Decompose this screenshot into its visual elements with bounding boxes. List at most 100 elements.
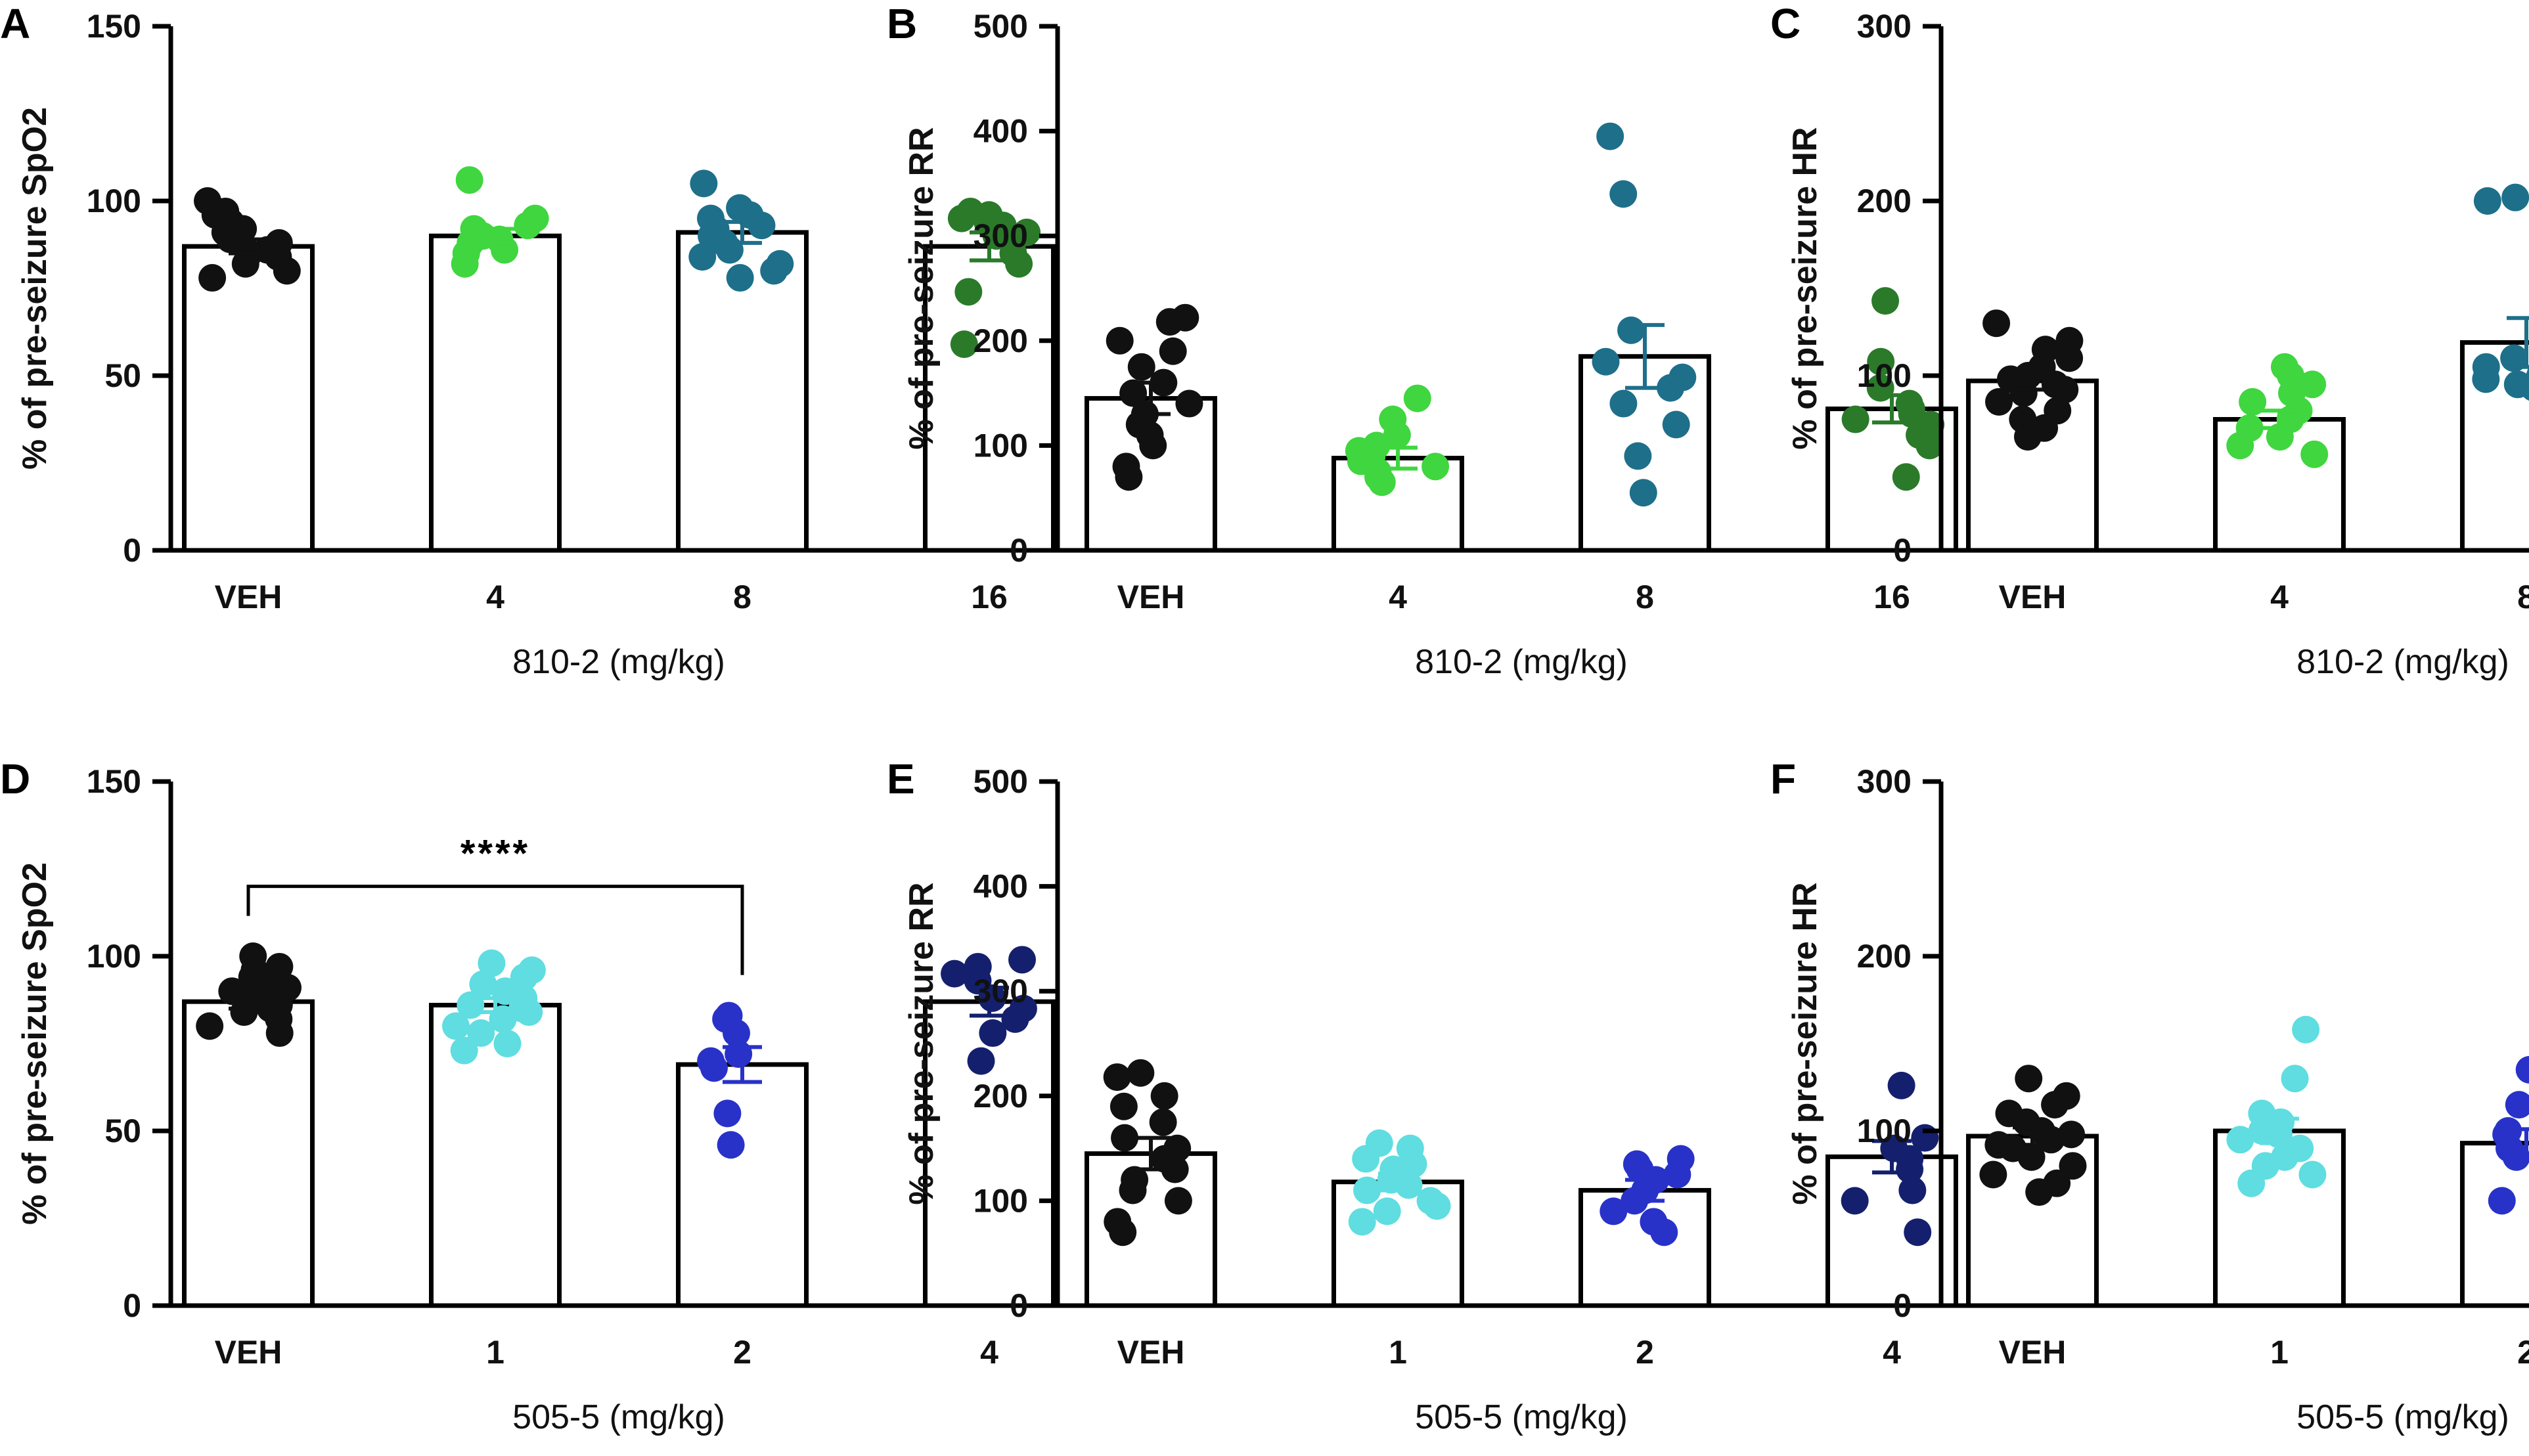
- data-point: [2472, 365, 2500, 393]
- data-point: [1421, 452, 1450, 481]
- y-tick-label: 100: [1857, 1113, 1912, 1149]
- data-point: [1871, 287, 1900, 315]
- data-point: [2059, 1152, 2087, 1180]
- data-point: [1161, 1155, 1189, 1183]
- data-point: [273, 257, 301, 285]
- y-tick-label: 400: [974, 113, 1028, 150]
- data-point: [950, 330, 978, 359]
- data-point: [2055, 344, 2084, 372]
- panel-letter: E: [887, 755, 915, 803]
- data-point: [1109, 1092, 1138, 1120]
- data-point: [1915, 431, 1944, 460]
- category-label: VEH: [1117, 579, 1185, 615]
- category-label: 4: [486, 579, 504, 615]
- y-tick-label: 0: [1010, 1287, 1028, 1324]
- category-label: 16: [971, 579, 1008, 615]
- data-point: [954, 278, 983, 306]
- data-point: [1841, 1187, 1869, 1215]
- y-tick-label: 150: [87, 763, 141, 800]
- data-point: [514, 211, 542, 240]
- data-point: [978, 984, 1006, 1012]
- data-point: [515, 998, 543, 1026]
- x-axis-title: 810-2 (mg/kg): [2296, 643, 2509, 681]
- data-point: [1150, 1082, 1178, 1110]
- y-tick-label: 0: [1893, 532, 1912, 569]
- y-tick-label: 0: [1010, 532, 1028, 569]
- y-tick-label: 200: [1857, 938, 1912, 975]
- bar-16: [923, 244, 1056, 553]
- panel-letter: D: [0, 755, 30, 803]
- y-tick-label: 100: [87, 938, 141, 975]
- y-tick-label: 0: [123, 532, 141, 569]
- data-point: [218, 977, 246, 1005]
- data-point: [2015, 1065, 2043, 1093]
- significance-label: ****: [460, 833, 530, 875]
- data-point: [2017, 1143, 2046, 1171]
- bar-veh: [182, 999, 315, 1308]
- data-point: [1892, 463, 1920, 491]
- y-tick-label: 0: [123, 1287, 141, 1324]
- panel-letter: B: [887, 0, 917, 47]
- y-tick-label: 100: [87, 183, 141, 219]
- panel-letter: A: [0, 0, 30, 47]
- data-point: [2300, 440, 2329, 468]
- data-point: [1904, 1218, 1932, 1246]
- category-label: 4: [2270, 579, 2289, 615]
- x-axis-title: 505-5 (mg/kg): [2296, 1398, 2509, 1436]
- category-label: VEH: [1117, 1334, 1185, 1371]
- category-label: 4: [980, 1334, 998, 1371]
- bar-2: [676, 1062, 809, 1308]
- data-point: [1383, 421, 1411, 449]
- data-point: [1348, 1208, 1376, 1236]
- y-axis-title: % of pre-seizure SpO2: [16, 862, 54, 1225]
- data-point: [717, 1131, 745, 1159]
- data-point: [2237, 1169, 2266, 1197]
- data-point: [1005, 250, 1033, 278]
- panel-e: E 0 100 200 300 400 500 % of pre-seizure RR VEH 1…: [887, 755, 1981, 1436]
- data-point: [723, 1019, 751, 1048]
- data-point: [1617, 316, 1645, 344]
- data-point: [2505, 1091, 2529, 1119]
- data-point: [1008, 946, 1037, 974]
- data-point: [1127, 1059, 1155, 1087]
- panel-b: B 0 100 200 300 400 500 % of pre-seizure RR VEH 4…: [887, 0, 1981, 681]
- y-tick-label: 50: [104, 357, 141, 394]
- data-point: [493, 1030, 522, 1057]
- bar-1: [2213, 1128, 2346, 1308]
- data-point: [2292, 1015, 2320, 1044]
- y-axis-title: % of pre-seizure HR: [1786, 127, 1824, 449]
- category-label: 2: [733, 1334, 751, 1371]
- y-tick-label: 50: [104, 1113, 141, 1149]
- data-point: [1624, 442, 1652, 470]
- y-tick-label: 300: [1857, 8, 1912, 45]
- y-tick-label: 100: [974, 427, 1028, 464]
- bar-veh: [182, 244, 315, 553]
- data-point: [1119, 379, 1148, 407]
- data-point: [947, 204, 975, 232]
- data-point: [265, 1019, 294, 1048]
- data-point: [1175, 389, 1203, 418]
- data-point: [1155, 308, 1184, 336]
- data-point: [2239, 387, 2267, 416]
- panel-f: F 0 100 200 300 % of pre-seizure HR VEH 1 2 4 505-…: [1770, 755, 2529, 1436]
- data-point: [2473, 187, 2501, 215]
- x-axis-title: 505-5 (mg/kg): [512, 1398, 725, 1436]
- y-tick-label: 0: [1893, 1287, 1912, 1324]
- data-point: [2051, 376, 2079, 404]
- panel-d: D 0 50 100 150 % of pre-seizure SpO2 VEH 1 2 4 505…: [0, 755, 1078, 1436]
- y-tick-label: 500: [974, 8, 1028, 45]
- data-point: [1629, 479, 1657, 507]
- data-point: [1103, 1063, 1131, 1092]
- data-point: [726, 264, 754, 292]
- panel-letter: F: [1770, 755, 1796, 803]
- y-tick-label: 200: [974, 322, 1028, 359]
- bar-4: [923, 999, 1056, 1308]
- category-label: 8: [1636, 579, 1654, 615]
- category-label: VEH: [1999, 579, 2067, 615]
- data-point: [1001, 1005, 1029, 1033]
- y-axis-title: % of pre-seizure HR: [1786, 882, 1824, 1204]
- y-tick-label: 200: [974, 1078, 1028, 1114]
- data-point: [455, 166, 483, 194]
- bar-veh: [1085, 1151, 1217, 1308]
